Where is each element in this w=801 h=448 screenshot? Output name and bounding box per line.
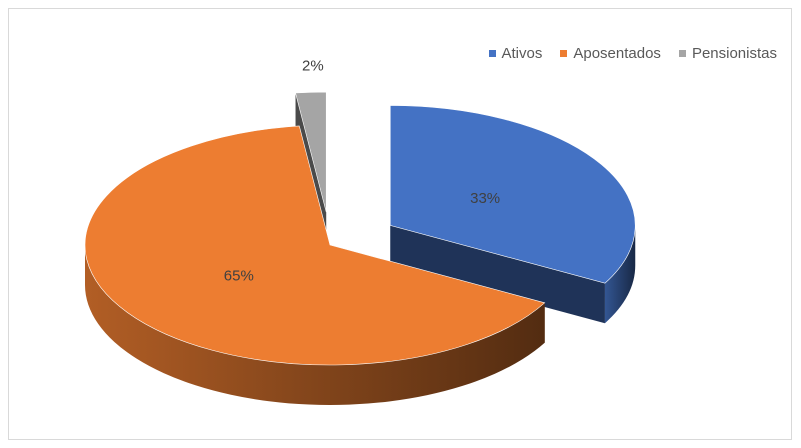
pie-labels: 2% 33% 65% <box>224 57 500 284</box>
slice-wall-ativos <box>390 225 605 324</box>
slice-side-ativos <box>604 225 636 324</box>
data-label-ativos: 33% <box>470 190 500 207</box>
legend-label-pensionistas: Pensionistas <box>691 45 777 62</box>
slice-aposentados <box>84 125 546 366</box>
legend-label-ativos: Ativos <box>501 45 543 62</box>
legend: Ativos Aposentados Pensionistas <box>488 45 777 62</box>
data-label-pensionistas: 2% <box>302 57 324 74</box>
pie-tops <box>84 91 636 366</box>
slice-side-aposentados <box>85 245 545 406</box>
legend-swatch-aposentados <box>560 50 568 57</box>
legend-swatch-pensionistas <box>678 50 686 57</box>
legend-item-aposentados: Aposentados <box>560 45 661 62</box>
legend-label-aposentados: Aposentados <box>573 45 661 62</box>
legend-item-ativos: Ativos <box>488 45 543 62</box>
data-label-aposentados: 65% <box>224 267 254 284</box>
slice-ativos <box>389 105 636 284</box>
legend-swatch-ativos <box>488 50 496 57</box>
slice-pensionistas <box>295 91 327 213</box>
legend-item-pensionistas: Pensionistas <box>678 45 777 62</box>
